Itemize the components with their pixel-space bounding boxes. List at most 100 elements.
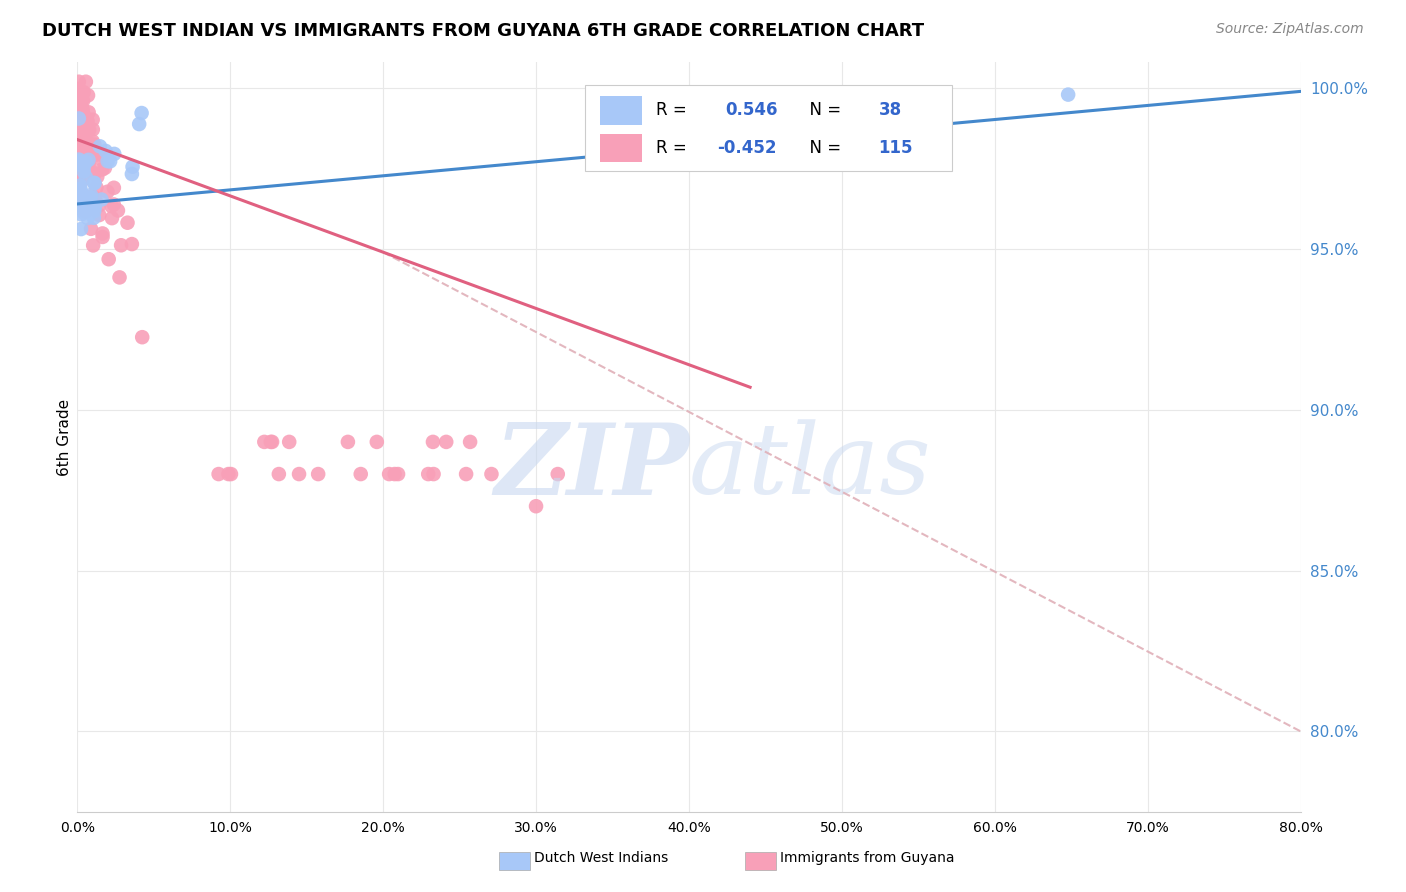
Point [80, 222, 103, 236]
Point [70, 87, 93, 101]
Point [70, 138, 93, 153]
Point [91, 227, 114, 241]
Text: R =: R = [657, 102, 692, 120]
Point [67, 142, 90, 156]
Point [75, 170, 97, 185]
Point [72, 136, 94, 150]
Point [82, 134, 104, 148]
Point [121, 160, 143, 174]
Point [77, 88, 100, 103]
Point [67, 145, 90, 160]
Point [67, 75, 90, 89]
Text: Immigrants from Guyana: Immigrants from Guyana [780, 851, 955, 865]
Point [121, 237, 143, 252]
Point [82, 122, 104, 136]
Point [418, 467, 440, 481]
Point [77, 105, 100, 120]
Point [94, 161, 117, 175]
Point [86, 169, 108, 184]
Point [90, 193, 112, 207]
Point [77, 159, 100, 173]
Point [70, 160, 93, 174]
Point [73, 164, 96, 178]
Y-axis label: 6th Grade: 6th Grade [56, 399, 72, 475]
Point [96, 185, 118, 199]
FancyBboxPatch shape [599, 134, 643, 162]
Point [97, 154, 120, 169]
Point [67, 178, 90, 192]
Point [98, 154, 121, 169]
Point [253, 434, 276, 449]
Point [288, 467, 311, 481]
FancyBboxPatch shape [599, 96, 643, 125]
Point [73, 145, 96, 160]
Text: N =: N = [799, 102, 846, 120]
Text: 0.546: 0.546 [725, 102, 778, 120]
Point [1057, 87, 1080, 102]
Point [207, 467, 229, 481]
Point [82, 197, 104, 211]
Point [67, 154, 90, 169]
Point [131, 106, 153, 120]
Point [72, 202, 94, 216]
Point [73, 164, 96, 178]
Point [67, 163, 90, 178]
Point [87, 151, 110, 165]
Point [75, 141, 97, 155]
Point [73, 146, 96, 161]
Point [117, 216, 139, 230]
Point [83, 167, 105, 181]
Point [456, 467, 478, 481]
Text: atlas: atlas [689, 419, 932, 515]
Point [72, 107, 94, 121]
Point [103, 147, 125, 161]
Point [70, 140, 93, 154]
Point [83, 137, 105, 152]
Point [278, 434, 301, 449]
Point [76, 114, 98, 128]
Point [458, 434, 481, 449]
Point [70, 133, 93, 147]
Point [101, 211, 124, 226]
Point [422, 467, 444, 481]
FancyBboxPatch shape [585, 85, 952, 171]
Text: ZIP: ZIP [494, 419, 689, 516]
Point [76, 136, 98, 150]
Point [89, 208, 111, 222]
Point [69, 178, 91, 193]
Point [77, 123, 100, 137]
Point [422, 434, 444, 449]
Point [217, 467, 239, 481]
Point [76, 192, 98, 206]
Point [79, 190, 101, 204]
Point [267, 467, 290, 481]
Point [73, 159, 96, 173]
Point [67, 180, 90, 194]
Point [76, 211, 98, 225]
Point [69, 192, 91, 206]
Point [69, 88, 91, 103]
Point [336, 434, 359, 449]
Point [75, 75, 97, 89]
Text: N =: N = [799, 139, 846, 157]
Point [97, 252, 120, 267]
Point [82, 238, 104, 252]
Point [110, 238, 132, 252]
Point [80, 141, 103, 155]
Point [73, 206, 96, 220]
Text: 38: 38 [879, 102, 901, 120]
Point [83, 211, 105, 225]
Point [434, 434, 457, 449]
Point [69, 148, 91, 162]
Point [128, 117, 150, 131]
Point [70, 94, 93, 108]
Point [69, 182, 91, 196]
Point [103, 197, 125, 211]
Point [69, 102, 91, 116]
Point [69, 195, 91, 210]
Point [72, 197, 94, 211]
Point [387, 467, 409, 481]
Point [91, 162, 114, 177]
Point [83, 176, 105, 190]
Point [72, 173, 94, 187]
